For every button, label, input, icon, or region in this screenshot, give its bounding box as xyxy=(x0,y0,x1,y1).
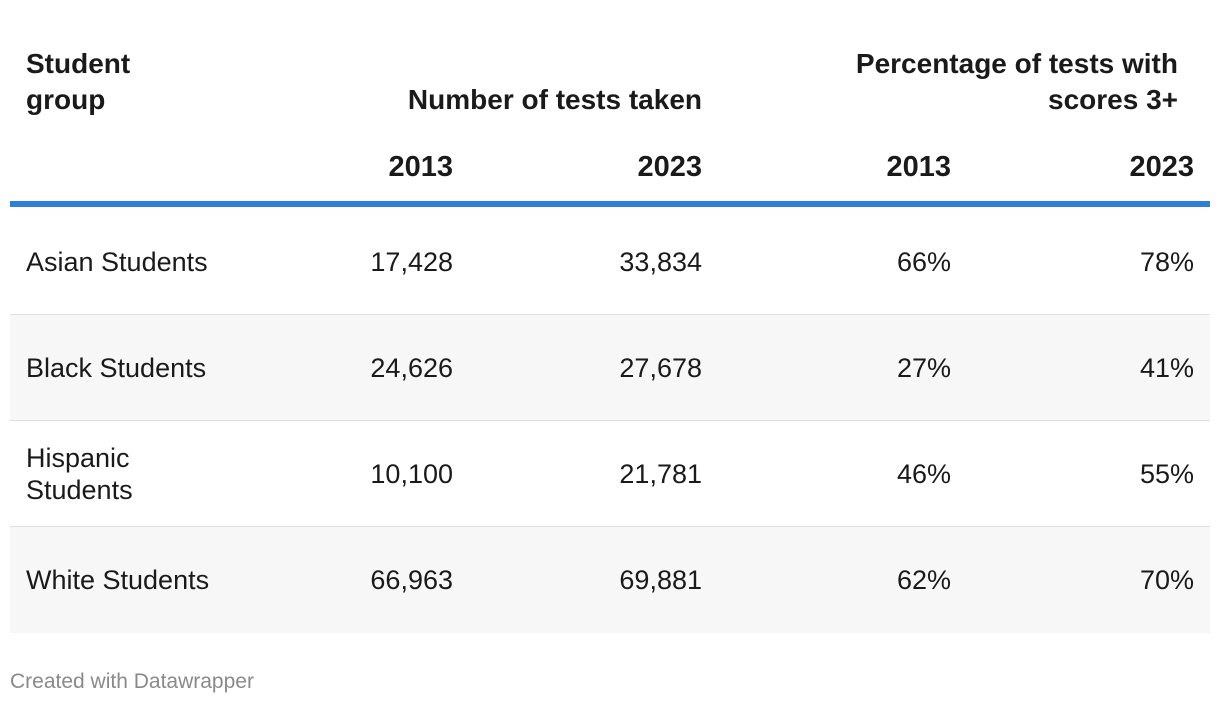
table-body: Asian Students 17,428 33,834 66% 78% Black St… xyxy=(10,209,1210,633)
cell-pct-2013: 46% xyxy=(896,458,951,489)
header-number-of-tests: Number of tests taken xyxy=(407,84,702,115)
footer-credit: Created with Datawrapper xyxy=(10,670,254,693)
header-year-tests-2013: 2013 xyxy=(388,151,453,183)
cell-pct-2023: 55% xyxy=(1139,458,1194,489)
header-student-group: Student group xyxy=(26,48,131,115)
cell-tests-2013: 66,963 xyxy=(370,565,453,595)
table-row: Black Students 24,626 27,678 27% 41% xyxy=(10,315,1210,421)
cell-tests-2023: 27,678 xyxy=(619,352,702,383)
table-row: Hispanic Students 10,100 21,781 46% 55% xyxy=(10,421,1210,527)
cell-tests-2013: 10,100 xyxy=(370,458,453,489)
header-year-tests-2023: 2023 xyxy=(637,151,702,183)
row-group-label: White Students xyxy=(26,565,210,595)
cell-tests-2023: 33,834 xyxy=(619,246,702,277)
cell-tests-2013: 24,626 xyxy=(370,352,453,383)
header-year-pct-2023: 2023 xyxy=(1129,151,1194,183)
table-row: White Students 66,963 69,881 62% 70% xyxy=(10,527,1210,633)
cell-tests-2023: 69,881 xyxy=(619,565,702,595)
cell-pct-2013: 27% xyxy=(896,352,951,383)
cell-pct-2013: 66% xyxy=(896,246,951,277)
data-table: Student group Number of tests taken Perce… xyxy=(10,0,1210,633)
cell-pct-2023: 70% xyxy=(1139,565,1194,595)
cell-pct-2023: 41% xyxy=(1139,352,1194,383)
cell-tests-2013: 17,428 xyxy=(370,246,453,277)
header-rule xyxy=(10,201,1210,207)
cell-pct-2023: 78% xyxy=(1139,246,1194,277)
row-group-label: Asian Students xyxy=(26,246,208,277)
table-header: Student group Number of tests taken Perce… xyxy=(10,0,1210,209)
cell-tests-2023: 21,781 xyxy=(619,458,702,489)
header-year-pct-2013: 2013 xyxy=(886,151,951,183)
table-row: Asian Students 17,428 33,834 66% 78% xyxy=(10,209,1210,315)
row-group-label: Hispanic Students xyxy=(26,442,133,505)
cell-pct-2013: 62% xyxy=(896,565,951,595)
row-group-label: Black Students xyxy=(26,352,207,383)
header-percentage-scores: Percentage of tests with scores 3+ xyxy=(855,48,1178,115)
